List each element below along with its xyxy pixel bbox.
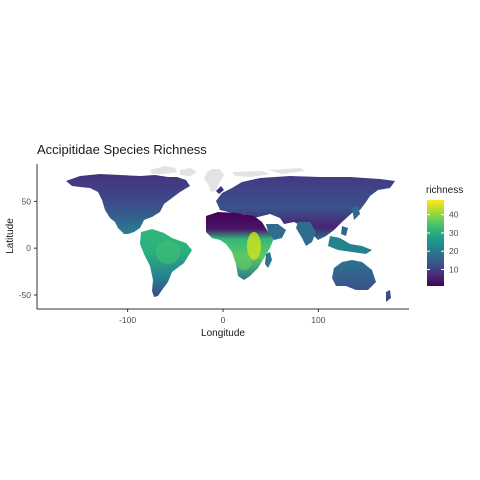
land-new-zealand xyxy=(386,290,391,302)
legend-tick-label: 40 xyxy=(449,210,459,220)
legend-tick-label: 30 xyxy=(449,228,459,238)
x-tick-label: 100 xyxy=(311,315,325,325)
land-australia xyxy=(332,260,376,290)
x-axis-ticks: -100 0 100 xyxy=(119,309,326,325)
land-north-america xyxy=(66,174,190,234)
hotspot-amazon xyxy=(156,240,180,264)
map-panel: -100 0 100 -50 0 50 Longitude Latitude xyxy=(5,164,409,339)
land-greenland-edge xyxy=(216,186,224,194)
no-data-eurasia-arctic xyxy=(232,168,305,177)
chart-title: Accipitidae Species Richness xyxy=(37,142,207,157)
x-tick-label: 0 xyxy=(221,315,226,325)
no-data-areas xyxy=(150,166,305,192)
hotspot-east-africa xyxy=(247,232,261,260)
land-eurasia xyxy=(216,176,395,240)
legend: richness 10 20 30 40 xyxy=(426,185,463,286)
y-axis-title: Latitude xyxy=(5,218,16,254)
y-tick-label: 0 xyxy=(26,243,31,253)
hotspot-southern-africa xyxy=(236,254,252,270)
land-africa xyxy=(206,212,274,280)
y-tick-label: 50 xyxy=(22,196,32,206)
land-arabia-india xyxy=(266,222,316,246)
land-southeast-asia xyxy=(328,236,372,254)
legend-ticks: 10 20 30 40 xyxy=(427,210,459,275)
y-tick-label: -50 xyxy=(19,290,32,300)
x-axis-title: Longitude xyxy=(201,328,245,339)
richness-hotspots xyxy=(156,232,261,270)
y-axis-ticks: -50 0 50 xyxy=(19,196,37,300)
landmasses xyxy=(66,174,395,302)
legend-tick-label: 20 xyxy=(449,246,459,256)
x-tick-label: -100 xyxy=(119,315,136,325)
legend-title: richness xyxy=(426,185,463,196)
legend-tick-label: 10 xyxy=(449,265,459,275)
land-japan-philippines xyxy=(341,206,360,236)
land-madagascar xyxy=(265,252,272,268)
legend-colorbar xyxy=(427,200,444,286)
no-data-north-america-arctic xyxy=(150,166,197,176)
no-data-greenland xyxy=(204,169,224,192)
